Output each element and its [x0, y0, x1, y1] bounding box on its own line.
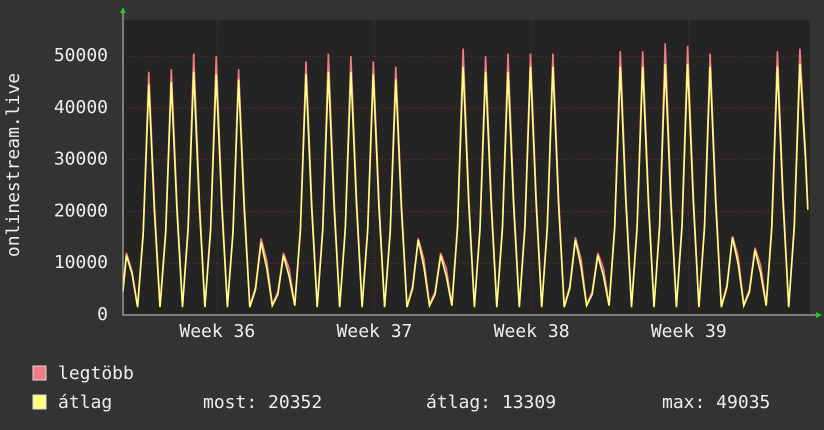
x-tick-label: Week 37 — [337, 321, 413, 342]
legend-label: átlag — [58, 392, 112, 413]
plot — [122, 43, 809, 309]
y-tick-label: 30000 — [54, 149, 108, 170]
stat: most: 20352 — [203, 392, 322, 413]
y-axis-label: onlinestream.live — [3, 73, 24, 257]
stat: átlag: 13309 — [426, 392, 556, 413]
legend-label: legtöbb — [58, 363, 134, 384]
y-tick-label: 10000 — [54, 252, 108, 273]
stat: max: 49035 — [662, 392, 770, 413]
series-line — [122, 63, 809, 309]
y-tick-label: 20000 — [54, 200, 108, 221]
y-tick-label: 50000 — [54, 45, 108, 66]
x-tick-label: Week 39 — [651, 321, 727, 342]
legend-swatch — [32, 365, 47, 381]
x-arrow — [816, 312, 822, 318]
x-tick-label: Week 36 — [179, 321, 255, 342]
y-tick-label: 40000 — [54, 97, 108, 118]
legend-swatch — [32, 394, 47, 410]
y-tick-label: 0 — [97, 304, 108, 325]
x-tick-label: Week 38 — [494, 321, 570, 342]
y-arrow — [120, 7, 126, 13]
